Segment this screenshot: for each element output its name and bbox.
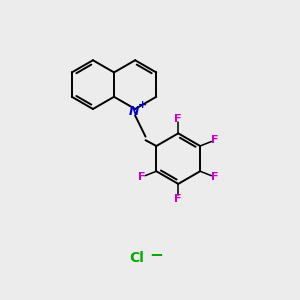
Text: N: N [128,105,139,118]
Text: F: F [138,172,146,182]
Text: Cl: Cl [129,251,144,266]
Text: −: − [150,245,164,263]
Text: F: F [211,135,218,145]
Text: F: F [175,114,182,124]
Text: F: F [211,172,218,182]
Text: +: + [138,100,147,110]
Text: F: F [175,194,182,204]
